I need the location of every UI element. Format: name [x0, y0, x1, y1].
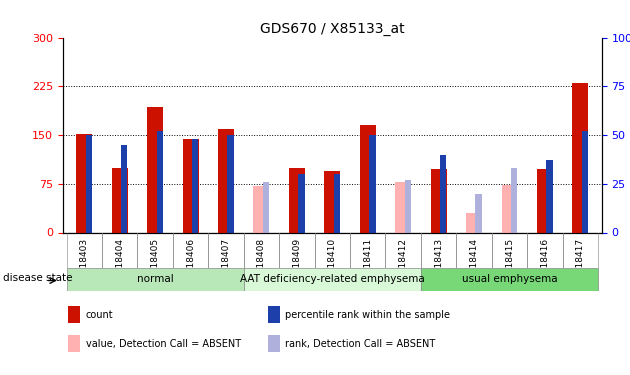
Text: GSM18410: GSM18410 — [328, 238, 337, 287]
Bar — [324, 171, 340, 232]
Text: GSM18417: GSM18417 — [576, 238, 585, 287]
Bar — [334, 174, 340, 232]
Bar — [192, 139, 198, 232]
Text: GSM18409: GSM18409 — [292, 238, 301, 287]
Bar — [440, 154, 447, 232]
Bar — [147, 107, 163, 232]
Bar — [573, 83, 588, 232]
Bar — [244, 268, 421, 291]
Text: normal: normal — [137, 274, 173, 284]
Text: GSM18404: GSM18404 — [115, 238, 124, 287]
Bar — [546, 160, 553, 232]
Bar — [582, 131, 588, 232]
Text: GSM18411: GSM18411 — [364, 238, 372, 287]
Text: GSM18414: GSM18414 — [469, 238, 479, 287]
Text: disease state: disease state — [3, 273, 72, 283]
Bar — [69, 335, 80, 352]
Bar — [404, 180, 411, 232]
Bar — [360, 125, 375, 232]
Text: GSM18405: GSM18405 — [151, 238, 159, 287]
Bar — [227, 135, 234, 232]
Bar — [121, 145, 127, 232]
Bar — [466, 213, 482, 232]
Bar — [263, 182, 269, 232]
Text: usual emphysema: usual emphysema — [462, 274, 558, 284]
Bar — [76, 134, 92, 232]
Text: value, Detection Call = ABSENT: value, Detection Call = ABSENT — [86, 339, 241, 349]
Bar — [268, 335, 280, 352]
Bar — [268, 306, 280, 323]
Bar — [421, 268, 598, 291]
Bar — [253, 186, 270, 232]
Text: AAT deficiency-related emphysema: AAT deficiency-related emphysema — [240, 274, 425, 284]
Bar — [156, 131, 163, 232]
Bar — [218, 129, 234, 232]
Bar — [69, 306, 80, 323]
Bar — [537, 170, 553, 232]
Text: GSM18412: GSM18412 — [399, 238, 408, 287]
Bar — [289, 168, 305, 232]
Bar — [369, 135, 375, 232]
Text: count: count — [86, 309, 113, 320]
Text: GSM18413: GSM18413 — [434, 238, 443, 287]
Title: GDS670 / X85133_at: GDS670 / X85133_at — [260, 22, 404, 36]
Bar — [395, 182, 411, 232]
Text: GSM18415: GSM18415 — [505, 238, 514, 287]
Bar — [67, 268, 244, 291]
Text: GSM18416: GSM18416 — [541, 238, 549, 287]
Text: GSM18403: GSM18403 — [80, 238, 89, 287]
Text: rank, Detection Call = ABSENT: rank, Detection Call = ABSENT — [285, 339, 435, 349]
Bar — [299, 174, 305, 232]
Bar — [86, 135, 92, 232]
Bar — [431, 170, 447, 232]
Bar — [476, 194, 482, 232]
Bar — [501, 185, 517, 232]
Bar — [112, 168, 128, 232]
Bar — [183, 139, 198, 232]
Text: GSM18406: GSM18406 — [186, 238, 195, 287]
Text: GSM18408: GSM18408 — [257, 238, 266, 287]
Text: percentile rank within the sample: percentile rank within the sample — [285, 309, 450, 320]
Text: GSM18407: GSM18407 — [222, 238, 231, 287]
Bar — [511, 168, 517, 232]
